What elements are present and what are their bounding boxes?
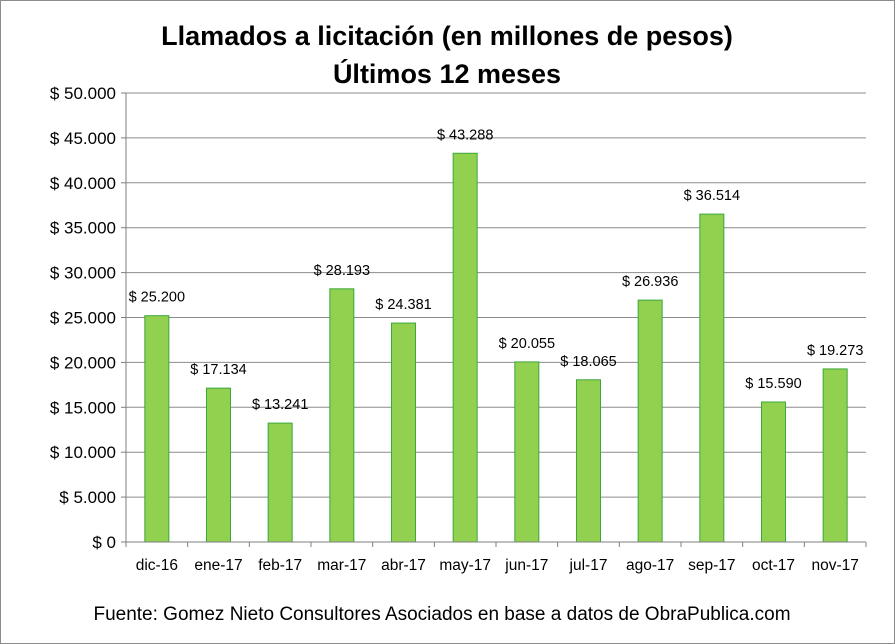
data-label-may-17: $ 43.288	[437, 127, 493, 143]
y-tick-label: $ 35.000	[50, 219, 116, 238]
data-label-dic-16: $ 25.200	[129, 290, 185, 306]
source-note: Fuente: Gomez Nieto Consultores Asociado…	[93, 604, 790, 625]
bar-jul-17	[576, 379, 601, 543]
bar-abr-17	[391, 322, 416, 543]
x-tick-label-nov-17: nov-17	[811, 557, 858, 574]
gridlines	[126, 92, 866, 498]
y-tick-label: $ 45.000	[50, 129, 116, 148]
bar-feb-17	[267, 422, 293, 543]
bars	[144, 152, 848, 543]
data-label-feb-17: $ 13.241	[252, 397, 308, 413]
x-tick-label-jul-17: jul-17	[569, 557, 608, 574]
x-tick-label-jun-17: jun-17	[504, 557, 548, 574]
y-tick-label: $ 0	[92, 533, 116, 552]
x-tick-label-feb-17: feb-17	[258, 557, 302, 574]
bar-oct-17	[761, 401, 786, 543]
bar-dic-16	[144, 315, 170, 543]
data-label-nov-17: $ 19.273	[807, 343, 863, 359]
data-labels: $ 25.200 $ 17.134 $ 13.241 $ 28.193 $ 24.381…	[129, 127, 864, 413]
y-tick-label: $ 5.000	[59, 488, 116, 507]
y-tick-label: $ 40.000	[50, 174, 116, 193]
data-label-ene-17: $ 17.134	[190, 362, 246, 378]
data-label-oct-17: $ 15.590	[745, 376, 801, 392]
chart-subtitle: Últimos 12 meses	[333, 58, 561, 89]
data-label-mar-17: $ 28.193	[314, 263, 370, 279]
x-tick-label-abr-17: abr-17	[381, 557, 426, 574]
x-tick-label-ago-17: ago-17	[626, 557, 674, 574]
data-label-sep-17: $ 36.514	[684, 188, 740, 204]
bar-nov-17	[822, 368, 848, 543]
data-label-jul-17: $ 18.065	[560, 354, 616, 370]
x-tick-label-oct-17: oct-17	[752, 557, 795, 574]
bar-sep-17	[699, 213, 725, 543]
x-tick-label-mar-17: mar-17	[317, 557, 366, 574]
x-tick-label-sep-17: sep-17	[688, 557, 735, 574]
bar-ago-17	[637, 299, 663, 543]
y-axis-ticks: $ 0 $ 5.000 $ 10.000 $ 15.000 $ 20.000 $ 25.0…	[50, 84, 126, 552]
y-tick-label: $ 10.000	[50, 443, 116, 462]
x-tick-label-dic-16: dic-16	[136, 557, 178, 574]
data-label-ago-17: $ 26.936	[622, 274, 678, 290]
bar-ene-17	[206, 387, 231, 543]
x-tick-label-may-17: may-17	[439, 557, 491, 574]
chart-title: Llamados a licitación (en millones de pe…	[161, 21, 733, 51]
x-tick-label-ene-17: ene-17	[194, 557, 242, 574]
y-tick-label: $ 20.000	[50, 353, 116, 372]
y-tick-label: $ 25.000	[50, 309, 116, 328]
bar-may-17	[452, 152, 478, 543]
y-tick-label: $ 30.000	[50, 264, 116, 283]
data-label-jun-17: $ 20.055	[499, 336, 555, 352]
x-axis-categories: dic-16 ene-17 feb-17 mar-17 abr-17 may-17 jun-…	[125, 542, 867, 574]
y-tick-label: $ 15.000	[50, 398, 116, 417]
y-tick-label: $ 50.000	[50, 84, 116, 103]
data-label-abr-17: $ 24.381	[375, 297, 431, 313]
bar-jun-17	[514, 361, 540, 543]
bar-mar-17	[329, 288, 355, 543]
